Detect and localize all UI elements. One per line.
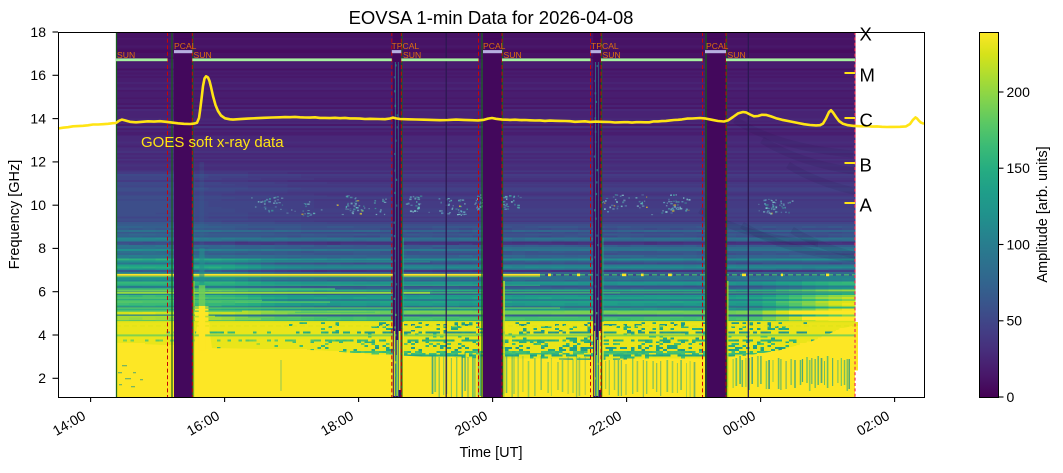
svg-text:SUN: SUN: [117, 50, 135, 60]
svg-text:SUN: SUN: [728, 50, 746, 60]
svg-text:A: A: [860, 195, 873, 216]
svg-text:150: 150: [1007, 160, 1031, 176]
svg-text:TPCAL: TPCAL: [591, 41, 619, 51]
svg-text:SUN: SUN: [403, 50, 421, 60]
svg-text:16: 16: [30, 67, 46, 83]
svg-text:Amplitude [arb. units]: Amplitude [arb. units]: [1035, 146, 1051, 282]
svg-text:2: 2: [38, 370, 46, 386]
svg-text:18: 18: [30, 24, 46, 40]
svg-text:SUN: SUN: [194, 50, 212, 60]
svg-text:B: B: [860, 155, 872, 176]
svg-text:Time [UT]: Time [UT]: [459, 445, 522, 461]
svg-text:10: 10: [30, 197, 46, 213]
svg-text:X: X: [860, 24, 872, 45]
svg-text:8: 8: [38, 240, 46, 256]
svg-text:PCAL: PCAL: [483, 41, 506, 51]
svg-text:PCAL: PCAL: [706, 41, 729, 51]
svg-text:SUN: SUN: [504, 50, 522, 60]
svg-text:200: 200: [1007, 84, 1031, 100]
svg-text:M: M: [860, 65, 875, 86]
svg-text:4: 4: [38, 327, 46, 343]
svg-text:0: 0: [1007, 389, 1015, 405]
svg-text:Frequency [GHz]: Frequency [GHz]: [7, 160, 23, 270]
svg-text:PCAL: PCAL: [174, 41, 197, 51]
svg-text:14: 14: [30, 110, 46, 126]
svg-text:100: 100: [1007, 236, 1031, 252]
svg-text:TPCAL: TPCAL: [392, 41, 420, 51]
svg-text:EOVSA 1-min Data for 2026-04-0: EOVSA 1-min Data for 2026-04-08: [349, 7, 634, 28]
svg-text:C: C: [860, 110, 873, 131]
svg-text:SUN: SUN: [603, 50, 621, 60]
svg-text:6: 6: [38, 284, 46, 300]
svg-text:GOES soft x-ray data: GOES soft x-ray data: [141, 134, 284, 151]
svg-text:50: 50: [1007, 313, 1023, 329]
svg-text:12: 12: [30, 154, 46, 170]
